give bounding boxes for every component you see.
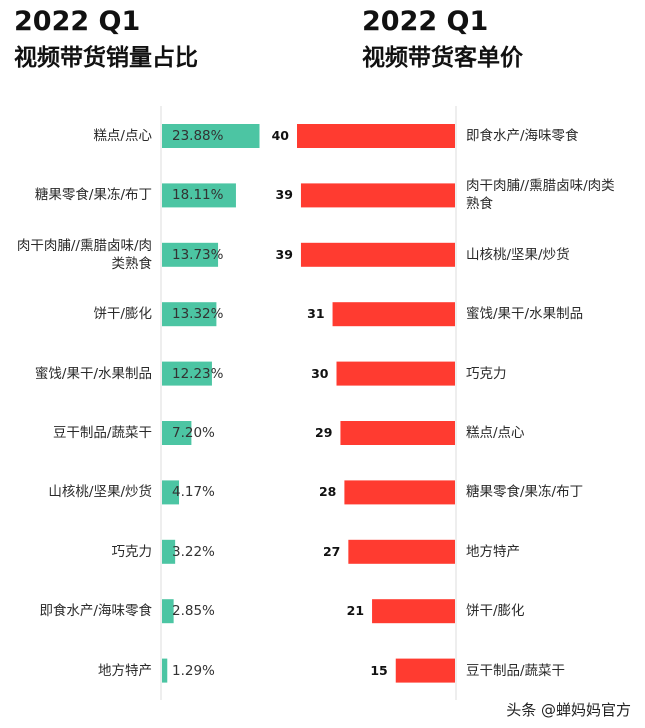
right-title-year: 2022 Q1: [362, 6, 489, 37]
right-bar: [395, 658, 455, 683]
left-category-label: 蜜饯/果干/水果制品: [34, 365, 152, 382]
right-category-label: 巧克力: [466, 365, 507, 382]
right-category-label: 肉干肉脯//熏腊卤味/肉类熟食: [466, 178, 615, 213]
right-value-label: 39: [275, 187, 293, 203]
right-category-label: 即食水产/海味零食: [466, 128, 579, 144]
left-value-label: 3.22%: [172, 543, 215, 560]
left-value-label: 2.85%: [172, 603, 215, 620]
left-value-label: 7.20%: [172, 425, 215, 441]
right-bar: [348, 539, 455, 564]
right-bar: [332, 302, 455, 327]
right-bar: [336, 361, 455, 386]
left-category-label: 巧克力: [111, 543, 153, 560]
right-bar: [300, 183, 455, 208]
left-category-label: 地方特产: [98, 662, 152, 679]
right-value-label: 27: [322, 543, 341, 559]
right-value-label: 31: [307, 306, 325, 322]
right-category-label: 饼干/膨化: [466, 603, 525, 620]
right-bar: [372, 599, 455, 624]
right-bar: [344, 480, 455, 505]
right-category-label: 糕点/点心: [466, 425, 525, 441]
left-category-label: 豆干制品/蔬菜干: [52, 425, 152, 441]
right-category-label: 蜜饯/果干/水果制品: [466, 306, 584, 323]
left-category-label: 饼干/膨化: [93, 306, 152, 323]
left-category-label: 肉干肉脯//熏腊卤味/肉类熟食: [16, 237, 152, 272]
left-value-label: 23.88%: [172, 128, 224, 144]
left-bar: [162, 539, 176, 564]
left-bar: [162, 302, 217, 327]
right-value-label: 29: [315, 425, 333, 440]
right-category-label: 地方特产: [466, 543, 520, 560]
right-value-label: 30: [311, 365, 329, 381]
right-title-subtitle: 视频带货客单价: [362, 45, 523, 71]
left-category-label: 糕点/点心: [93, 128, 152, 144]
left-bar: [162, 599, 174, 624]
watermark: 头条 @蝉妈妈官方: [506, 701, 631, 719]
right-value-label: 40: [271, 128, 289, 143]
right-value-label: 39: [275, 246, 293, 262]
left-value-label: 12.23%: [172, 365, 224, 382]
right-value-label: 15: [370, 662, 388, 678]
left-title-year: 2022 Q1: [14, 6, 141, 37]
right-bar: [297, 124, 455, 148]
left-value-label: 1.29%: [172, 662, 215, 679]
left-bar: [162, 183, 236, 208]
left-bar: [162, 480, 180, 505]
left-category-label: 即食水产/海味零食: [39, 603, 152, 620]
right-bar: [340, 421, 455, 445]
right-value-label: 21: [346, 603, 365, 619]
left-bar: [162, 658, 168, 683]
left-title-subtitle: 视频带货销量占比: [14, 45, 198, 71]
left-bar: [162, 361, 212, 386]
right-value-label: 28: [318, 484, 337, 500]
right-category-label: 糖果零食/果冻/布丁: [466, 484, 584, 501]
left-value-label: 18.11%: [172, 187, 224, 204]
left-category-label: 山核桃/坚果/炒货: [48, 484, 152, 501]
right-bar: [300, 242, 455, 267]
left-category-label: 糖果零食/果冻/布丁: [34, 187, 152, 204]
left-bar: [162, 421, 192, 445]
left-bar: [162, 124, 260, 148]
left-value-label: 13.32%: [172, 306, 224, 323]
right-category-label: 山核桃/坚果/炒货: [466, 246, 570, 263]
right-category-label: 豆干制品/蔬菜干: [466, 662, 566, 679]
left-bar: [162, 242, 219, 267]
left-value-label: 4.17%: [172, 484, 215, 501]
left-value-label: 13.73%: [172, 246, 224, 263]
